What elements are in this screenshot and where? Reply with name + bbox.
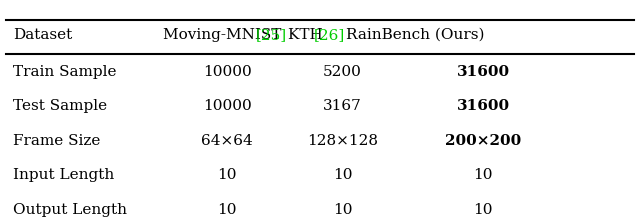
Text: 10: 10 [218, 203, 237, 217]
Text: 3167: 3167 [323, 99, 362, 113]
Text: 200×200: 200×200 [445, 134, 522, 148]
Text: 31600: 31600 [456, 65, 510, 79]
Text: Frame Size: Frame Size [13, 134, 100, 148]
Text: 31600: 31600 [456, 99, 510, 113]
Text: 64×64: 64×64 [202, 134, 253, 148]
Text: Output Length: Output Length [13, 203, 127, 217]
Text: 10000: 10000 [203, 65, 252, 79]
Text: Moving-MNIST: Moving-MNIST [163, 28, 287, 42]
Text: 10: 10 [474, 203, 493, 217]
Text: [25]: [25] [256, 28, 287, 42]
Text: 10000: 10000 [203, 99, 252, 113]
Text: Dataset: Dataset [13, 28, 72, 42]
Text: Test Sample: Test Sample [13, 99, 107, 113]
Text: KTH: KTH [288, 28, 328, 42]
Text: RainBench (Ours): RainBench (Ours) [346, 28, 484, 42]
Text: 5200: 5200 [323, 65, 362, 79]
Text: 128×128: 128×128 [307, 134, 378, 148]
Text: 10: 10 [333, 168, 352, 182]
Text: Train Sample: Train Sample [13, 65, 116, 79]
Text: 10: 10 [474, 168, 493, 182]
Text: 10: 10 [218, 168, 237, 182]
Text: Input Length: Input Length [13, 168, 114, 182]
Text: 10: 10 [333, 203, 352, 217]
Text: [26]: [26] [314, 28, 345, 42]
